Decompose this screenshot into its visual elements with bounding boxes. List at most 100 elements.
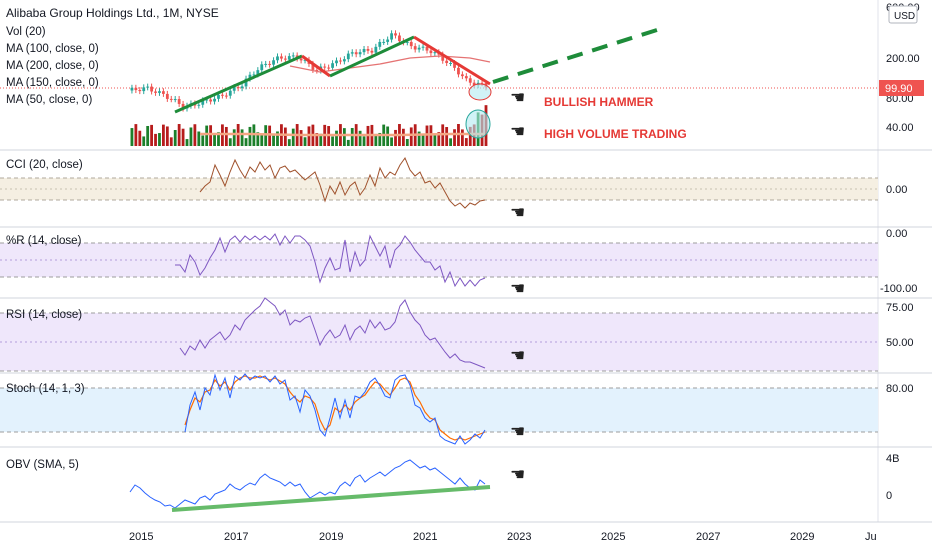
downtrend-line-2 bbox=[413, 35, 491, 86]
volume-bar bbox=[425, 125, 429, 146]
wr-label[interactable]: %R (14, close) bbox=[6, 235, 82, 247]
volume-bar bbox=[158, 133, 161, 146]
indicator-ma100: MA (100, close, 0) bbox=[6, 43, 99, 55]
uptrend-line-1 bbox=[174, 54, 303, 114]
time-tick-2015: 2015 bbox=[129, 531, 153, 543]
volume-bar bbox=[374, 133, 378, 146]
volume-bar bbox=[362, 136, 366, 146]
candle-body bbox=[405, 41, 409, 43]
volume-bar bbox=[213, 134, 216, 146]
candle-body bbox=[350, 52, 354, 54]
volume-ma-line bbox=[200, 132, 485, 137]
volume-bar bbox=[409, 127, 413, 146]
candle-body bbox=[449, 63, 452, 65]
volume-bar bbox=[205, 125, 209, 146]
candle-body bbox=[224, 95, 228, 97]
indicator-vol: Vol (20) bbox=[6, 26, 46, 38]
candle-body bbox=[181, 103, 185, 109]
volume-bar bbox=[346, 139, 350, 146]
rsi-tick-75: 75.00 bbox=[886, 302, 914, 314]
candle-body bbox=[169, 98, 173, 100]
svg-text:☚: ☚ bbox=[510, 422, 525, 441]
wr-tick-100: -100.00 bbox=[880, 283, 917, 295]
candle-body bbox=[331, 63, 334, 68]
candle-body bbox=[390, 33, 393, 40]
volume-bar bbox=[165, 126, 169, 146]
candle-body bbox=[240, 86, 244, 89]
time-tick-2021: 2021 bbox=[413, 531, 437, 543]
candle-body bbox=[158, 91, 161, 93]
stoch-tick-80: 80.00 bbox=[886, 383, 914, 395]
candle-body bbox=[472, 82, 476, 86]
candle-body bbox=[342, 59, 346, 62]
rsi-label[interactable]: RSI (14, close) bbox=[6, 309, 82, 321]
volume-bar bbox=[197, 131, 201, 146]
candle-body bbox=[386, 39, 390, 42]
candle-body bbox=[366, 49, 370, 51]
volume-bar bbox=[130, 128, 134, 146]
volume-bar bbox=[256, 132, 260, 146]
stoch-label[interactable]: Stoch (14, 1, 3) bbox=[6, 383, 85, 395]
stoch-band bbox=[0, 388, 878, 432]
uptrend-line-2 bbox=[329, 35, 415, 78]
candle-body bbox=[417, 47, 421, 50]
volume-bar bbox=[232, 129, 236, 146]
time-tick-2019: 2019 bbox=[319, 531, 343, 543]
candle-body bbox=[433, 52, 437, 54]
candle-body bbox=[260, 64, 264, 71]
candle-body bbox=[264, 63, 268, 65]
volume-bar bbox=[287, 139, 291, 146]
volume-highlight-circle bbox=[465, 109, 491, 139]
candle-body bbox=[303, 59, 307, 61]
cci-label[interactable]: CCI (20, close) bbox=[6, 159, 83, 171]
volume-bar bbox=[260, 134, 264, 146]
volume-bar bbox=[146, 125, 150, 146]
volume-bar bbox=[342, 128, 346, 146]
volume-bar bbox=[154, 133, 157, 146]
candle-body bbox=[252, 74, 256, 76]
volume-bar bbox=[315, 133, 319, 146]
volume-bar bbox=[468, 126, 472, 146]
candle-body bbox=[441, 54, 445, 61]
price-tick-200: 200.00 bbox=[886, 53, 920, 65]
obv-label[interactable]: OBV (SMA, 5) bbox=[6, 459, 79, 471]
candle-body bbox=[287, 56, 291, 60]
time-tick-2023: 2023 bbox=[507, 531, 531, 543]
volume-bar bbox=[433, 134, 437, 146]
volume-bar bbox=[209, 125, 213, 146]
candle-body bbox=[346, 53, 350, 60]
time-tick-2029: 2029 bbox=[790, 531, 814, 543]
candle-body bbox=[197, 104, 201, 106]
candle-body bbox=[165, 93, 169, 99]
volume-bar bbox=[421, 135, 425, 146]
indicator-ma200: MA (200, close, 0) bbox=[6, 60, 99, 72]
candle-body bbox=[378, 41, 382, 47]
candle-body bbox=[464, 76, 468, 79]
volume-bar bbox=[390, 137, 393, 146]
candle-body bbox=[453, 63, 456, 68]
volume-bar bbox=[240, 129, 244, 146]
rsi-line bbox=[179, 297, 486, 369]
pane-separators bbox=[0, 149, 932, 523]
projected-uptrend-line bbox=[492, 27, 661, 84]
volume-bar bbox=[303, 137, 307, 146]
candle-body bbox=[394, 33, 397, 36]
volume-bar bbox=[460, 129, 464, 146]
volume-bar bbox=[228, 138, 232, 146]
candle-body bbox=[327, 67, 331, 69]
candle-body bbox=[425, 46, 429, 51]
last-price-label: 99.90 bbox=[885, 83, 913, 95]
candle-body bbox=[374, 46, 378, 53]
volume-bar bbox=[201, 135, 205, 146]
obv-tick-4b: 4B bbox=[886, 453, 899, 465]
volume-bar bbox=[319, 133, 323, 146]
currency-badge[interactable] bbox=[888, 5, 918, 24]
candle-body bbox=[201, 100, 205, 105]
candle-body bbox=[150, 86, 154, 92]
bullish-hammer-label: BULLISH HAMMER bbox=[544, 95, 654, 109]
volume-bar bbox=[224, 126, 228, 146]
svg-text:☚: ☚ bbox=[510, 122, 525, 141]
volume-bar bbox=[264, 125, 268, 146]
candle-body bbox=[130, 87, 134, 91]
